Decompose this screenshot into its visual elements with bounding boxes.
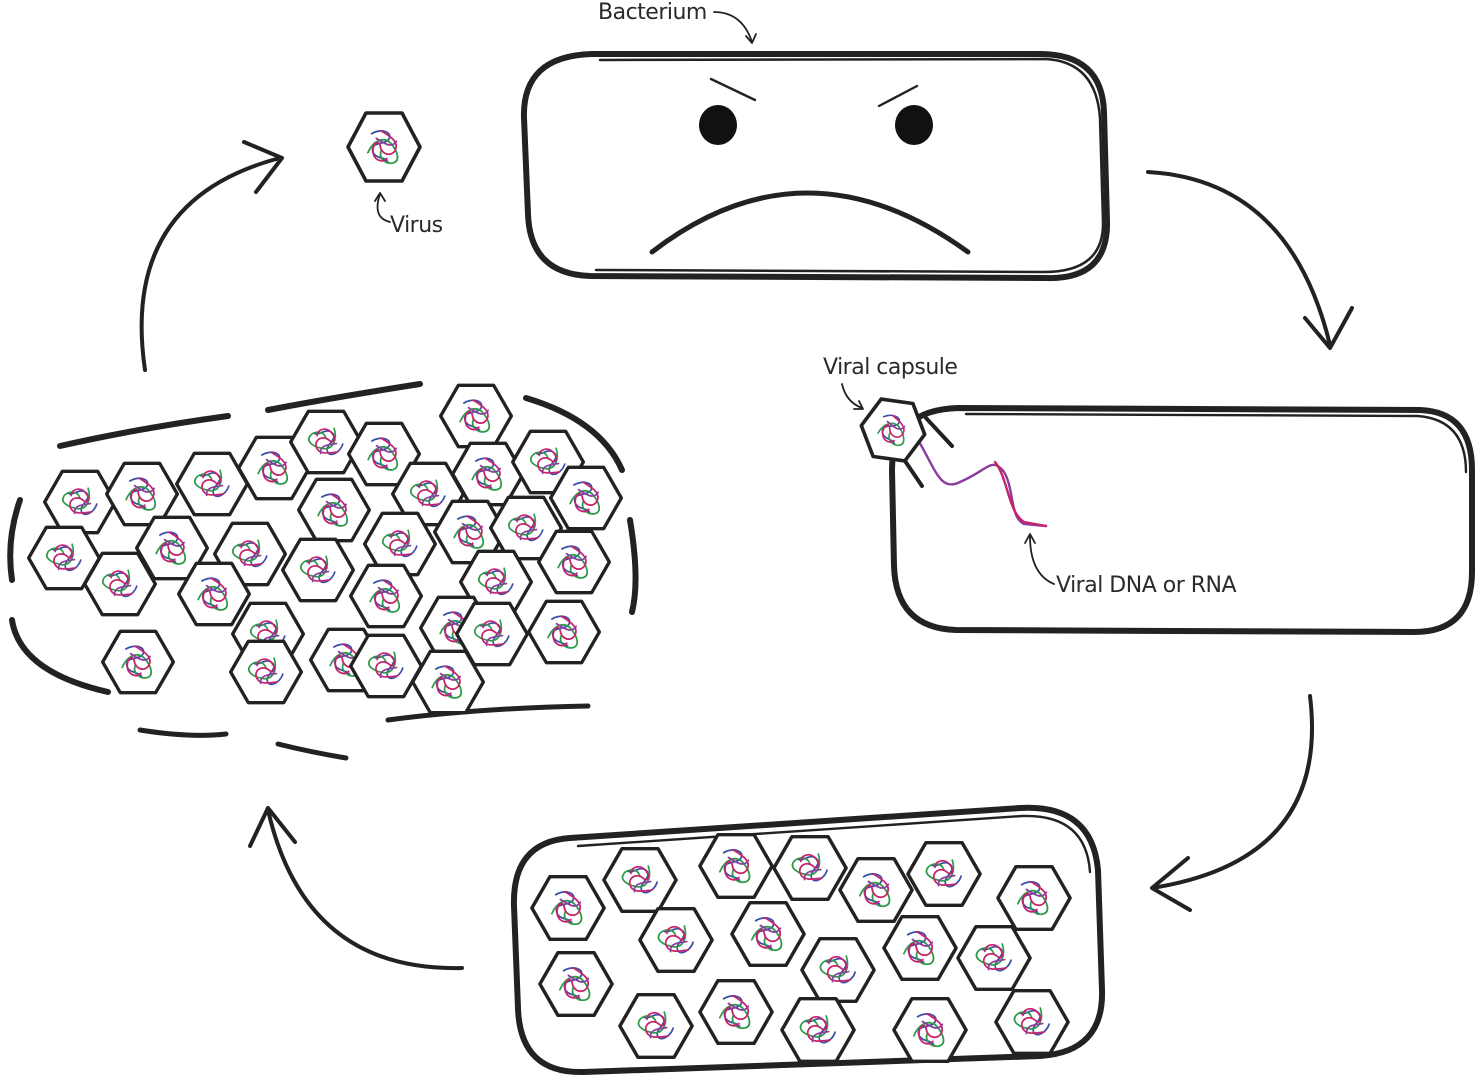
viral-genome-label: Viral DNA or RNA (1056, 573, 1236, 598)
bacterium-full-of-viruses (510, 804, 1106, 1076)
bacterium-leader-line (713, 11, 753, 43)
genome-leader-line (1029, 535, 1055, 585)
bacterium-label: Bacterium (598, 0, 707, 25)
virus-label: Virus (390, 213, 443, 238)
virus-leader-line (376, 193, 391, 223)
cycle-arrow-icon (139, 140, 284, 372)
infected-bacterium (889, 405, 1475, 635)
cycle-arrow-icon (1150, 694, 1314, 912)
cycle-arrow-icon (1146, 170, 1354, 350)
bacterium-face-icon (520, 51, 1111, 282)
virus-hexagon-icon (346, 111, 422, 183)
cycle-arrow-icon (248, 806, 464, 971)
capsule-leader-line (841, 383, 863, 409)
viral-capsule-label: Viral capsule (823, 355, 957, 380)
replicated-virus-group (532, 835, 1070, 1062)
lysed-bacterium-fragments (7, 381, 639, 761)
viral-capsule-icon (859, 397, 927, 463)
